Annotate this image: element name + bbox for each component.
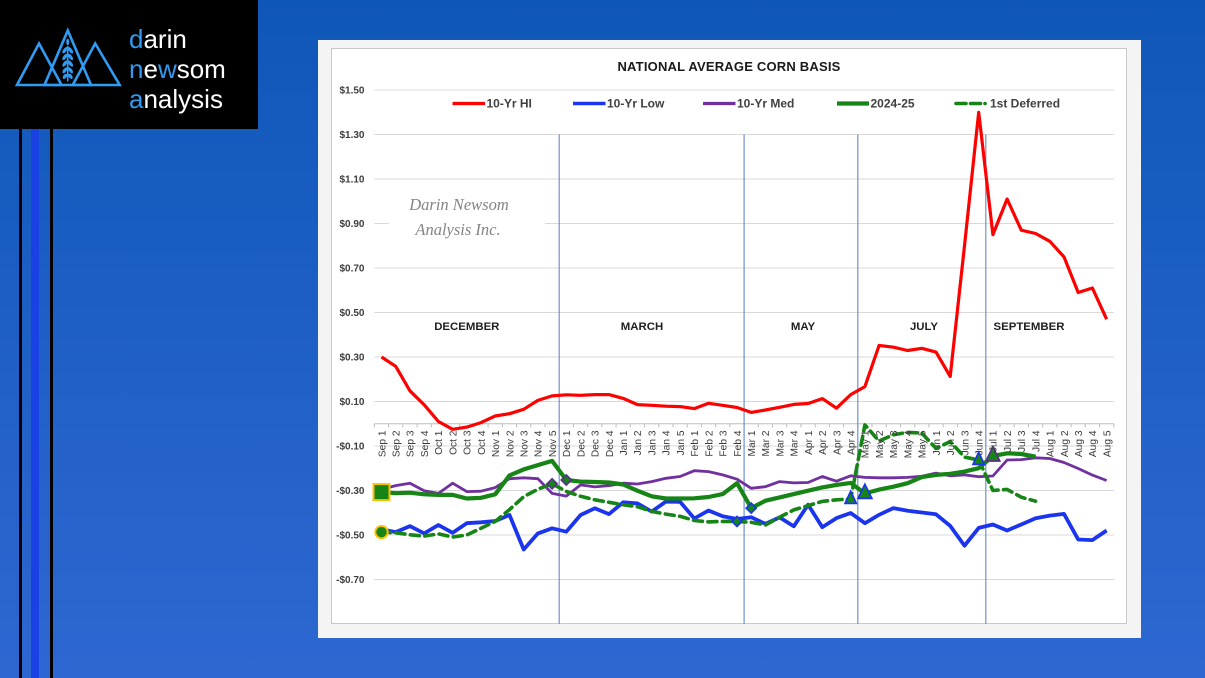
svg-text:Nov 2: Nov 2 [505, 430, 516, 457]
svg-text:$0.90: $0.90 [339, 219, 364, 230]
svg-text:JULY: JULY [910, 321, 938, 333]
svg-text:DECEMBER: DECEMBER [434, 321, 499, 333]
svg-text:MAY: MAY [791, 321, 816, 333]
svg-text:Dec 1: Dec 1 [562, 430, 573, 457]
svg-text:Jun 2: Jun 2 [946, 430, 957, 455]
svg-text:May 1: May 1 [861, 430, 872, 458]
svg-text:-$0.10: -$0.10 [336, 442, 365, 453]
svg-text:$0.30: $0.30 [339, 353, 364, 364]
svg-text:Mar 1: Mar 1 [747, 430, 758, 456]
svg-text:Darin Newsom: Darin Newsom [408, 195, 509, 214]
svg-text:Jul 1: Jul 1 [989, 430, 1000, 452]
svg-text:Mar 4: Mar 4 [790, 430, 801, 456]
svg-text:May 2: May 2 [875, 430, 886, 458]
svg-text:Nov 5: Nov 5 [548, 430, 559, 457]
svg-text:Aug 3: Aug 3 [1074, 430, 1085, 457]
svg-text:Jun 4: Jun 4 [975, 430, 986, 455]
svg-text:May 4: May 4 [903, 430, 914, 458]
svg-text:Aug 5: Aug 5 [1102, 430, 1113, 457]
svg-text:Mar 2: Mar 2 [761, 430, 772, 456]
svg-text:Apr 1: Apr 1 [804, 430, 815, 455]
svg-text:Apr 3: Apr 3 [832, 430, 843, 455]
svg-text:$0.70: $0.70 [339, 264, 364, 275]
svg-text:2024-25: 2024-25 [871, 97, 915, 111]
svg-text:$0.50: $0.50 [339, 308, 364, 319]
svg-text:Feb 2: Feb 2 [704, 430, 715, 456]
svg-text:Jul 2: Jul 2 [1003, 430, 1014, 452]
svg-text:10-Yr Med: 10-Yr Med [737, 97, 794, 111]
svg-text:Dec 4: Dec 4 [605, 430, 616, 457]
svg-text:Apr 2: Apr 2 [818, 430, 829, 455]
svg-text:Oct 1: Oct 1 [434, 430, 445, 455]
svg-text:Jul 4: Jul 4 [1031, 430, 1042, 452]
svg-text:Jan 5: Jan 5 [676, 430, 687, 455]
svg-text:$1.10: $1.10 [339, 175, 364, 186]
svg-text:Aug 1: Aug 1 [1046, 430, 1057, 457]
svg-text:Sep 1: Sep 1 [377, 430, 388, 457]
svg-text:$0.10: $0.10 [339, 397, 364, 408]
svg-text:-$0.70: -$0.70 [336, 575, 365, 586]
svg-text:-$0.30: -$0.30 [336, 486, 365, 497]
svg-text:Nov 4: Nov 4 [534, 430, 545, 457]
svg-text:Oct 2: Oct 2 [448, 430, 459, 455]
svg-text:NATIONAL AVERAGE CORN BASIS: NATIONAL AVERAGE CORN BASIS [617, 59, 840, 74]
svg-text:Dec 2: Dec 2 [576, 430, 587, 457]
svg-text:-$0.50: -$0.50 [336, 531, 365, 542]
svg-text:Sep 2: Sep 2 [392, 430, 403, 457]
svg-text:Feb 1: Feb 1 [690, 430, 701, 456]
svg-text:$1.30: $1.30 [339, 130, 364, 141]
svg-text:Aug 2: Aug 2 [1060, 430, 1071, 457]
svg-text:Sep 3: Sep 3 [406, 430, 417, 457]
svg-text:MARCH: MARCH [621, 321, 663, 333]
svg-text:10-Yr HI: 10-Yr HI [487, 97, 532, 111]
svg-text:Jul 3: Jul 3 [1017, 430, 1028, 452]
svg-text:Jan 1: Jan 1 [619, 430, 630, 455]
svg-text:Jan 3: Jan 3 [648, 430, 659, 455]
svg-text:1st Deferred: 1st Deferred [990, 97, 1060, 111]
svg-text:SEPTEMBER: SEPTEMBER [994, 321, 1065, 333]
svg-text:Feb 3: Feb 3 [719, 430, 730, 456]
svg-text:Oct 3: Oct 3 [463, 430, 474, 455]
svg-text:May 3: May 3 [889, 430, 900, 458]
svg-text:Apr 4: Apr 4 [847, 430, 858, 455]
svg-text:Analysis Inc.: Analysis Inc. [414, 220, 500, 239]
svg-text:Aug 4: Aug 4 [1088, 430, 1099, 457]
svg-text:Jan 4: Jan 4 [662, 430, 673, 455]
svg-text:Jan 2: Jan 2 [633, 430, 644, 455]
svg-text:Jun 3: Jun 3 [960, 430, 971, 455]
svg-text:$1.50: $1.50 [339, 86, 364, 97]
svg-text:Nov 3: Nov 3 [520, 430, 531, 457]
svg-text:Dec 3: Dec 3 [591, 430, 602, 457]
svg-text:Sep 4: Sep 4 [420, 430, 431, 457]
svg-text:Mar 3: Mar 3 [775, 430, 786, 456]
svg-text:Feb 4: Feb 4 [733, 430, 744, 456]
svg-text:Oct 4: Oct 4 [477, 430, 488, 455]
svg-text:Jun 1: Jun 1 [932, 430, 943, 455]
svg-text:Nov 1: Nov 1 [491, 430, 502, 457]
svg-text:May 5: May 5 [918, 430, 929, 458]
svg-text:10-Yr Low: 10-Yr Low [607, 97, 665, 111]
